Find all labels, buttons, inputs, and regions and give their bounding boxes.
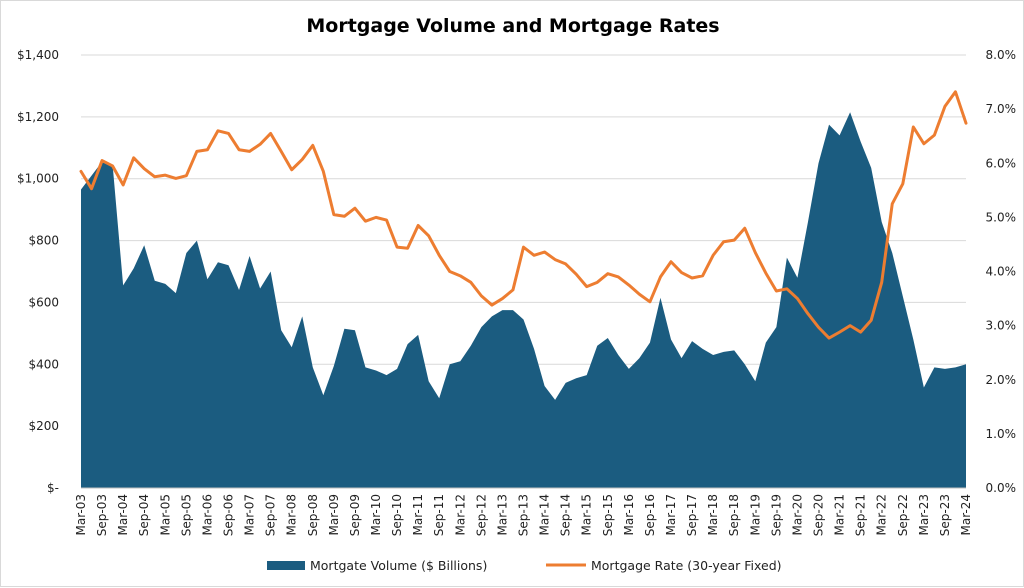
x-tick-label: Sep-19 <box>769 494 783 536</box>
x-tick-label: Mar-22 <box>875 494 889 535</box>
x-tick-label: Sep-22 <box>896 494 910 536</box>
x-tick-label: Mar-05 <box>158 494 172 535</box>
y-right-tick-label: 6.0% <box>986 156 1017 170</box>
x-tick-label: Sep-06 <box>222 494 236 536</box>
x-tick-label: Sep-09 <box>348 494 362 536</box>
x-tick-label: Mar-15 <box>580 494 594 535</box>
x-tick-label: Mar-16 <box>622 494 636 535</box>
x-tick-label: Sep-04 <box>137 494 151 536</box>
x-tick-label: Sep-17 <box>685 494 699 536</box>
x-tick-label: Mar-13 <box>495 494 509 535</box>
x-tick-label: Mar-12 <box>453 494 467 535</box>
legend-label-volume: Mortgate Volume ($ Billions) <box>310 558 487 573</box>
x-tick-label: Sep-07 <box>264 494 278 536</box>
y-right-tick-label: 1.0% <box>986 427 1017 441</box>
x-tick-label: Sep-15 <box>601 494 615 536</box>
x-tick-label: Sep-10 <box>390 494 404 536</box>
y-right-tick-label: 0.0% <box>986 481 1017 495</box>
y-right-tick-label: 4.0% <box>986 265 1017 279</box>
y-left-tick-label: $1,400 <box>17 48 59 62</box>
x-tick-label: Mar-11 <box>411 494 425 535</box>
x-tick-label: Sep-03 <box>95 494 109 536</box>
x-tick-label: Sep-23 <box>938 494 952 536</box>
y-left-tick-label: $200 <box>28 419 59 433</box>
x-tick-label: Mar-04 <box>116 494 130 535</box>
x-tick-label: Sep-12 <box>474 494 488 536</box>
x-tick-label: Mar-24 <box>959 494 973 535</box>
y-left-tick-label: $1,000 <box>17 172 59 186</box>
x-tick-label: Sep-13 <box>517 494 531 536</box>
x-tick-label: Mar-21 <box>833 494 847 535</box>
y-right-tick-label: 5.0% <box>986 210 1017 224</box>
x-tick-label: Mar-07 <box>243 494 257 535</box>
x-tick-label: Sep-21 <box>854 494 868 536</box>
legend-label-rate: Mortgage Rate (30-year Fixed) <box>591 558 782 573</box>
x-tick-label: Mar-09 <box>327 494 341 535</box>
x-tick-label: Mar-23 <box>917 494 931 535</box>
y-right-tick-label: 2.0% <box>986 373 1017 387</box>
x-tick-label: Sep-16 <box>643 494 657 536</box>
x-tick-label: Mar-18 <box>706 494 720 535</box>
x-tick-label: Sep-20 <box>812 494 826 536</box>
x-tick-label: Mar-17 <box>664 494 678 535</box>
y-right-tick-label: 7.0% <box>986 102 1017 116</box>
rate-line <box>79 90 968 340</box>
y-left-tick-label: $1,200 <box>17 110 59 124</box>
x-tick-label: Sep-14 <box>559 494 573 536</box>
y-left-tick-label: $600 <box>28 295 59 309</box>
x-tick-label: Mar-10 <box>369 494 383 535</box>
x-tick-label: Sep-18 <box>727 494 741 536</box>
x-tick-label: Sep-08 <box>306 494 320 536</box>
x-tick-label: Mar-03 <box>74 494 88 535</box>
x-tick-label: Mar-08 <box>285 494 299 535</box>
x-tick-label: Mar-14 <box>538 494 552 535</box>
legend-swatch-volume <box>267 561 305 570</box>
volume-area <box>81 112 966 488</box>
x-tick-label: Sep-05 <box>179 494 193 536</box>
x-tick-label: Mar-20 <box>790 494 804 535</box>
x-tick-label: Mar-06 <box>200 494 214 535</box>
y-left-tick-label: $800 <box>28 234 59 248</box>
x-tick-label: Mar-19 <box>748 494 762 535</box>
y-left-tick-label: $400 <box>28 357 59 371</box>
y-left-tick-label: $- <box>47 481 59 495</box>
chart-title: Mortgage Volume and Mortgage Rates <box>306 15 720 37</box>
x-tick-label: Sep-11 <box>432 494 446 536</box>
y-right-tick-label: 8.0% <box>986 48 1017 62</box>
y-right-tick-label: 3.0% <box>986 319 1017 333</box>
